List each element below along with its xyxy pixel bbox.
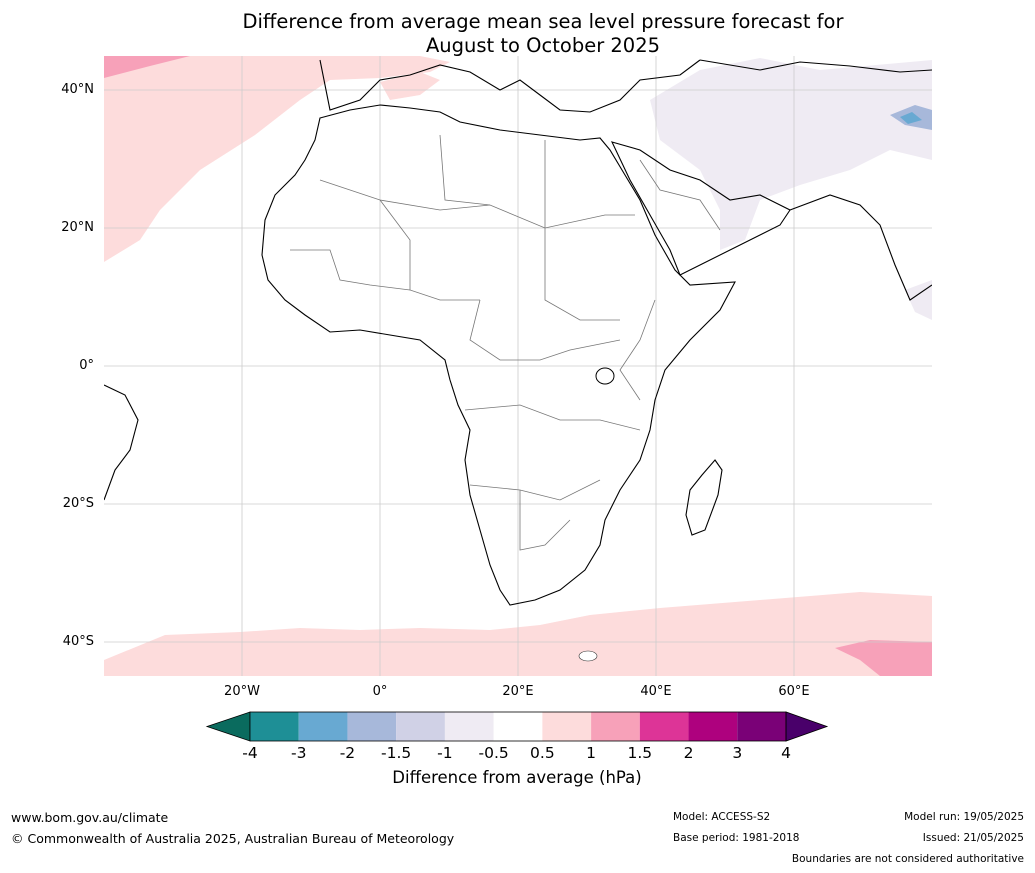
chart-title: Difference from average mean sea level p… [0,10,1035,58]
lat-label-20s: 20°S [62,496,94,511]
title-line-1: Difference from average mean sea level p… [242,10,844,33]
lon-label-20e: 20°E [502,684,534,699]
anomaly-region-asia [650,58,932,250]
colorbar-arrow-low [205,711,251,742]
coastline-south-america [104,384,139,501]
gridlines [104,56,932,676]
colorbar-tick-label: -1 [437,744,453,762]
colorbar-label: Difference from average (hPa) [392,768,642,787]
colorbar-tick-label: 0.5 [530,744,555,762]
footer-website: www.bom.gov.au/climate [11,810,169,825]
anomaly-region-asia-core [900,112,922,124]
colorbar-frame [249,711,787,742]
colorbar-tick-label: -3 [290,744,307,762]
footer-base-period: Base period: 1981-2018 [673,832,800,844]
colorbar-arrow-high [785,711,829,742]
lon-label-20w: 20°W [224,684,260,699]
colorbar-segment [688,712,738,741]
lon-label-60e: 60°E [778,684,810,699]
colorbar-segment [639,712,689,741]
colorbar-tick-label: 1.5 [627,744,653,762]
colorbar-segment [444,712,494,741]
colorbar-segment [591,712,640,741]
colorbar-tick-label: 3 [732,744,743,762]
lat-label-40s: 40°S [62,634,94,649]
colorbar-segment [493,712,543,741]
anomaly-region-southern-ocean-strong [835,640,932,676]
coastline-africa [261,104,736,606]
colorbar-tick-label: -2 [339,744,356,762]
lon-label-40e: 40°E [640,684,672,699]
colorbar-tick-label: -0.5 [478,744,509,762]
colorbar-segment [542,712,592,741]
anomaly-region-mediterranean [380,72,440,100]
colorbar-tick-label: -4 [242,744,258,762]
footer-disclaimer: Boundaries are not considered authoritat… [791,853,1024,865]
coastline-europe [319,59,701,113]
colorbar-segment [298,712,348,741]
lat-label-40n: 40°N [61,82,94,97]
colorbar-segment [737,712,786,741]
footer-issued: Issued: 21/05/2025 [922,832,1024,844]
lat-label-0: 0° [79,358,94,373]
colorbar-segment [250,712,299,741]
title-line-2: August to October 2025 [425,34,661,57]
lat-label-20n: 20°N [61,220,94,235]
island-white [578,650,598,662]
coastline-arabia [610,141,791,276]
lon-label-0: 0° [372,684,388,699]
colorbar-tick-label: -1.5 [381,744,412,762]
coastline-madagascar [685,459,723,536]
footer-copyright: © Commonwealth of Australia 2025, Austra… [11,831,455,846]
colorbar-segment [347,712,397,741]
colorbar-segment [396,712,445,741]
colorbar-tick-label: 4 [781,744,791,762]
anomaly-region-north-atlantic [104,56,450,262]
country-borders [290,134,721,551]
lake-victoria [595,367,615,385]
footer-model-run: Model run: 19/05/2025 [904,811,1024,823]
coastline-asia [699,59,932,301]
footer-model: Model: ACCESS-S2 [673,811,771,823]
anomaly-region-north-atlantic-strong [104,56,190,78]
colorbar-tick-label: 1 [586,744,597,762]
colorbar-tick-label: 2 [683,744,694,762]
